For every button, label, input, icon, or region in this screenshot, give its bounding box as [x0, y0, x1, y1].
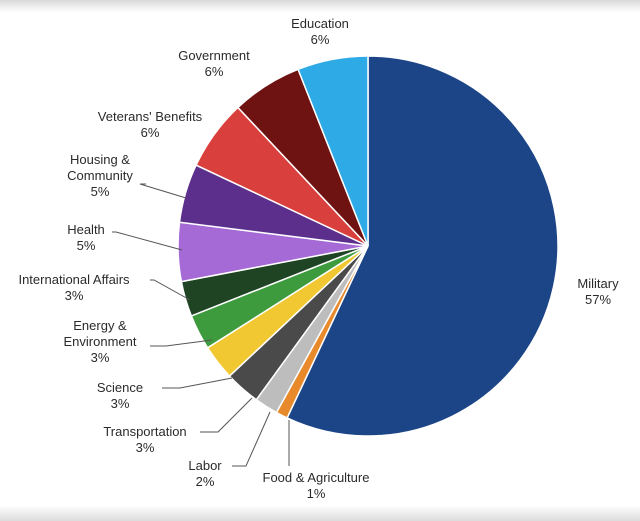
slice-label-science: Science 3% [97, 380, 143, 411]
slice-label-health: Health 5% [67, 222, 105, 253]
slice-label-government: Government 6% [178, 48, 250, 79]
leader-line [112, 231, 183, 251]
slice-label-housing-community: Housing & Community 5% [67, 152, 133, 199]
leader-line [150, 339, 213, 347]
slice-label-energy-environment: Energy & Environment 3% [64, 318, 137, 365]
slice-label-food-agriculture: Food & Agriculture 1% [263, 470, 370, 501]
slice-label-education: Education 6% [291, 16, 349, 47]
bottom-edge-band [0, 505, 640, 521]
slice-label-labor: Labor 2% [188, 458, 222, 489]
leader-line [162, 377, 233, 389]
slice-label-international-affairs: International Affairs 3% [18, 272, 130, 303]
leader-line [200, 397, 253, 433]
leader-line [232, 411, 271, 467]
pie-slice-education [297, 55, 369, 247]
slice-label-transportation: Transportation 3% [103, 424, 186, 455]
leader-line [139, 183, 187, 199]
top-edge-band [0, 0, 640, 12]
pie-slice-military [286, 55, 559, 437]
slice-label-veterans-benefits: Veterans' Benefits 6% [98, 109, 203, 140]
leader-line [150, 279, 191, 301]
slice-label-military: Military 57% [577, 276, 619, 307]
